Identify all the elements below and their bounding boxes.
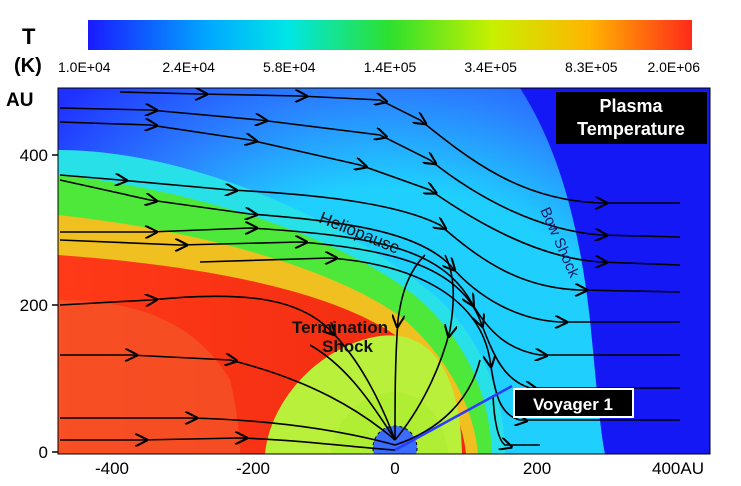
streamline xyxy=(59,296,396,441)
colorbar-tick-label: 8.3E+05 xyxy=(565,59,618,75)
streamline xyxy=(199,258,680,420)
x-tick-label: 200 xyxy=(523,459,551,478)
x-tick-label: -400 xyxy=(95,459,129,478)
streamline xyxy=(395,254,426,441)
colorbar-gradient xyxy=(88,20,692,50)
x-tick-label: 0 xyxy=(390,459,399,478)
voyager-label-bg xyxy=(513,388,634,418)
colorbar-tick-label: 5.8E+04 xyxy=(263,59,316,75)
colorbar-ticks: 1.0E+04 2.4E+04 5.8E+04 1.4E+05 3.4E+05 8.3E+… xyxy=(58,59,700,75)
panel-title-box: Plasma Temperature xyxy=(556,92,707,144)
streamlines xyxy=(59,92,681,451)
colorbar-title-t: T xyxy=(22,24,36,49)
colorbar-tick-label: 1.4E+05 xyxy=(364,59,417,75)
panel-title-bg xyxy=(556,92,707,144)
y-tick-label: 200 xyxy=(20,296,48,315)
colorbar-tick-label: 1.0E+04 xyxy=(58,59,111,75)
termination-shock-label-1: Termination xyxy=(292,318,388,337)
voyager-trajectory xyxy=(394,384,513,452)
colorbar-tick-label: 2.0E+06 xyxy=(647,59,700,75)
streamline xyxy=(394,254,453,441)
streamline xyxy=(492,394,540,445)
colorbar: T (K) 1.0E+04 2.4E+04 5.8E+04 1.4E+05 3.4E+0… xyxy=(14,20,700,77)
colorbar-tick-label: 3.4E+05 xyxy=(464,59,517,75)
x-tick-label: 400AU xyxy=(652,459,704,478)
colorbar-title-k: (K) xyxy=(14,55,42,77)
streamline xyxy=(60,438,396,451)
panel-title-line2: Temperature xyxy=(577,119,685,139)
streamline xyxy=(60,418,396,446)
x-axis-ticks: -400 -200 0 200 400AU xyxy=(95,459,704,478)
y-tick-label: 400 xyxy=(20,146,48,165)
x-tick-label: -200 xyxy=(236,459,270,478)
voyager-label-box: Voyager 1 xyxy=(513,388,634,418)
streamline xyxy=(60,355,396,441)
streamline xyxy=(309,344,396,441)
panel-title-line1: Plasma xyxy=(599,96,663,116)
plot-frame xyxy=(57,87,711,455)
y-tick-label: 0 xyxy=(39,443,48,462)
plot-area: Heliopause Bow Shock Termination Shock xyxy=(58,88,710,454)
streamline xyxy=(394,359,481,446)
colorbar-tick-label: 2.4E+04 xyxy=(162,59,215,75)
voyager-label: Voyager 1 xyxy=(533,395,613,414)
y-axis-unit: AU xyxy=(6,90,33,111)
y-axis-ticks: 400 200 0 xyxy=(20,146,58,462)
termination-shock-label-2: Shock xyxy=(322,337,374,356)
